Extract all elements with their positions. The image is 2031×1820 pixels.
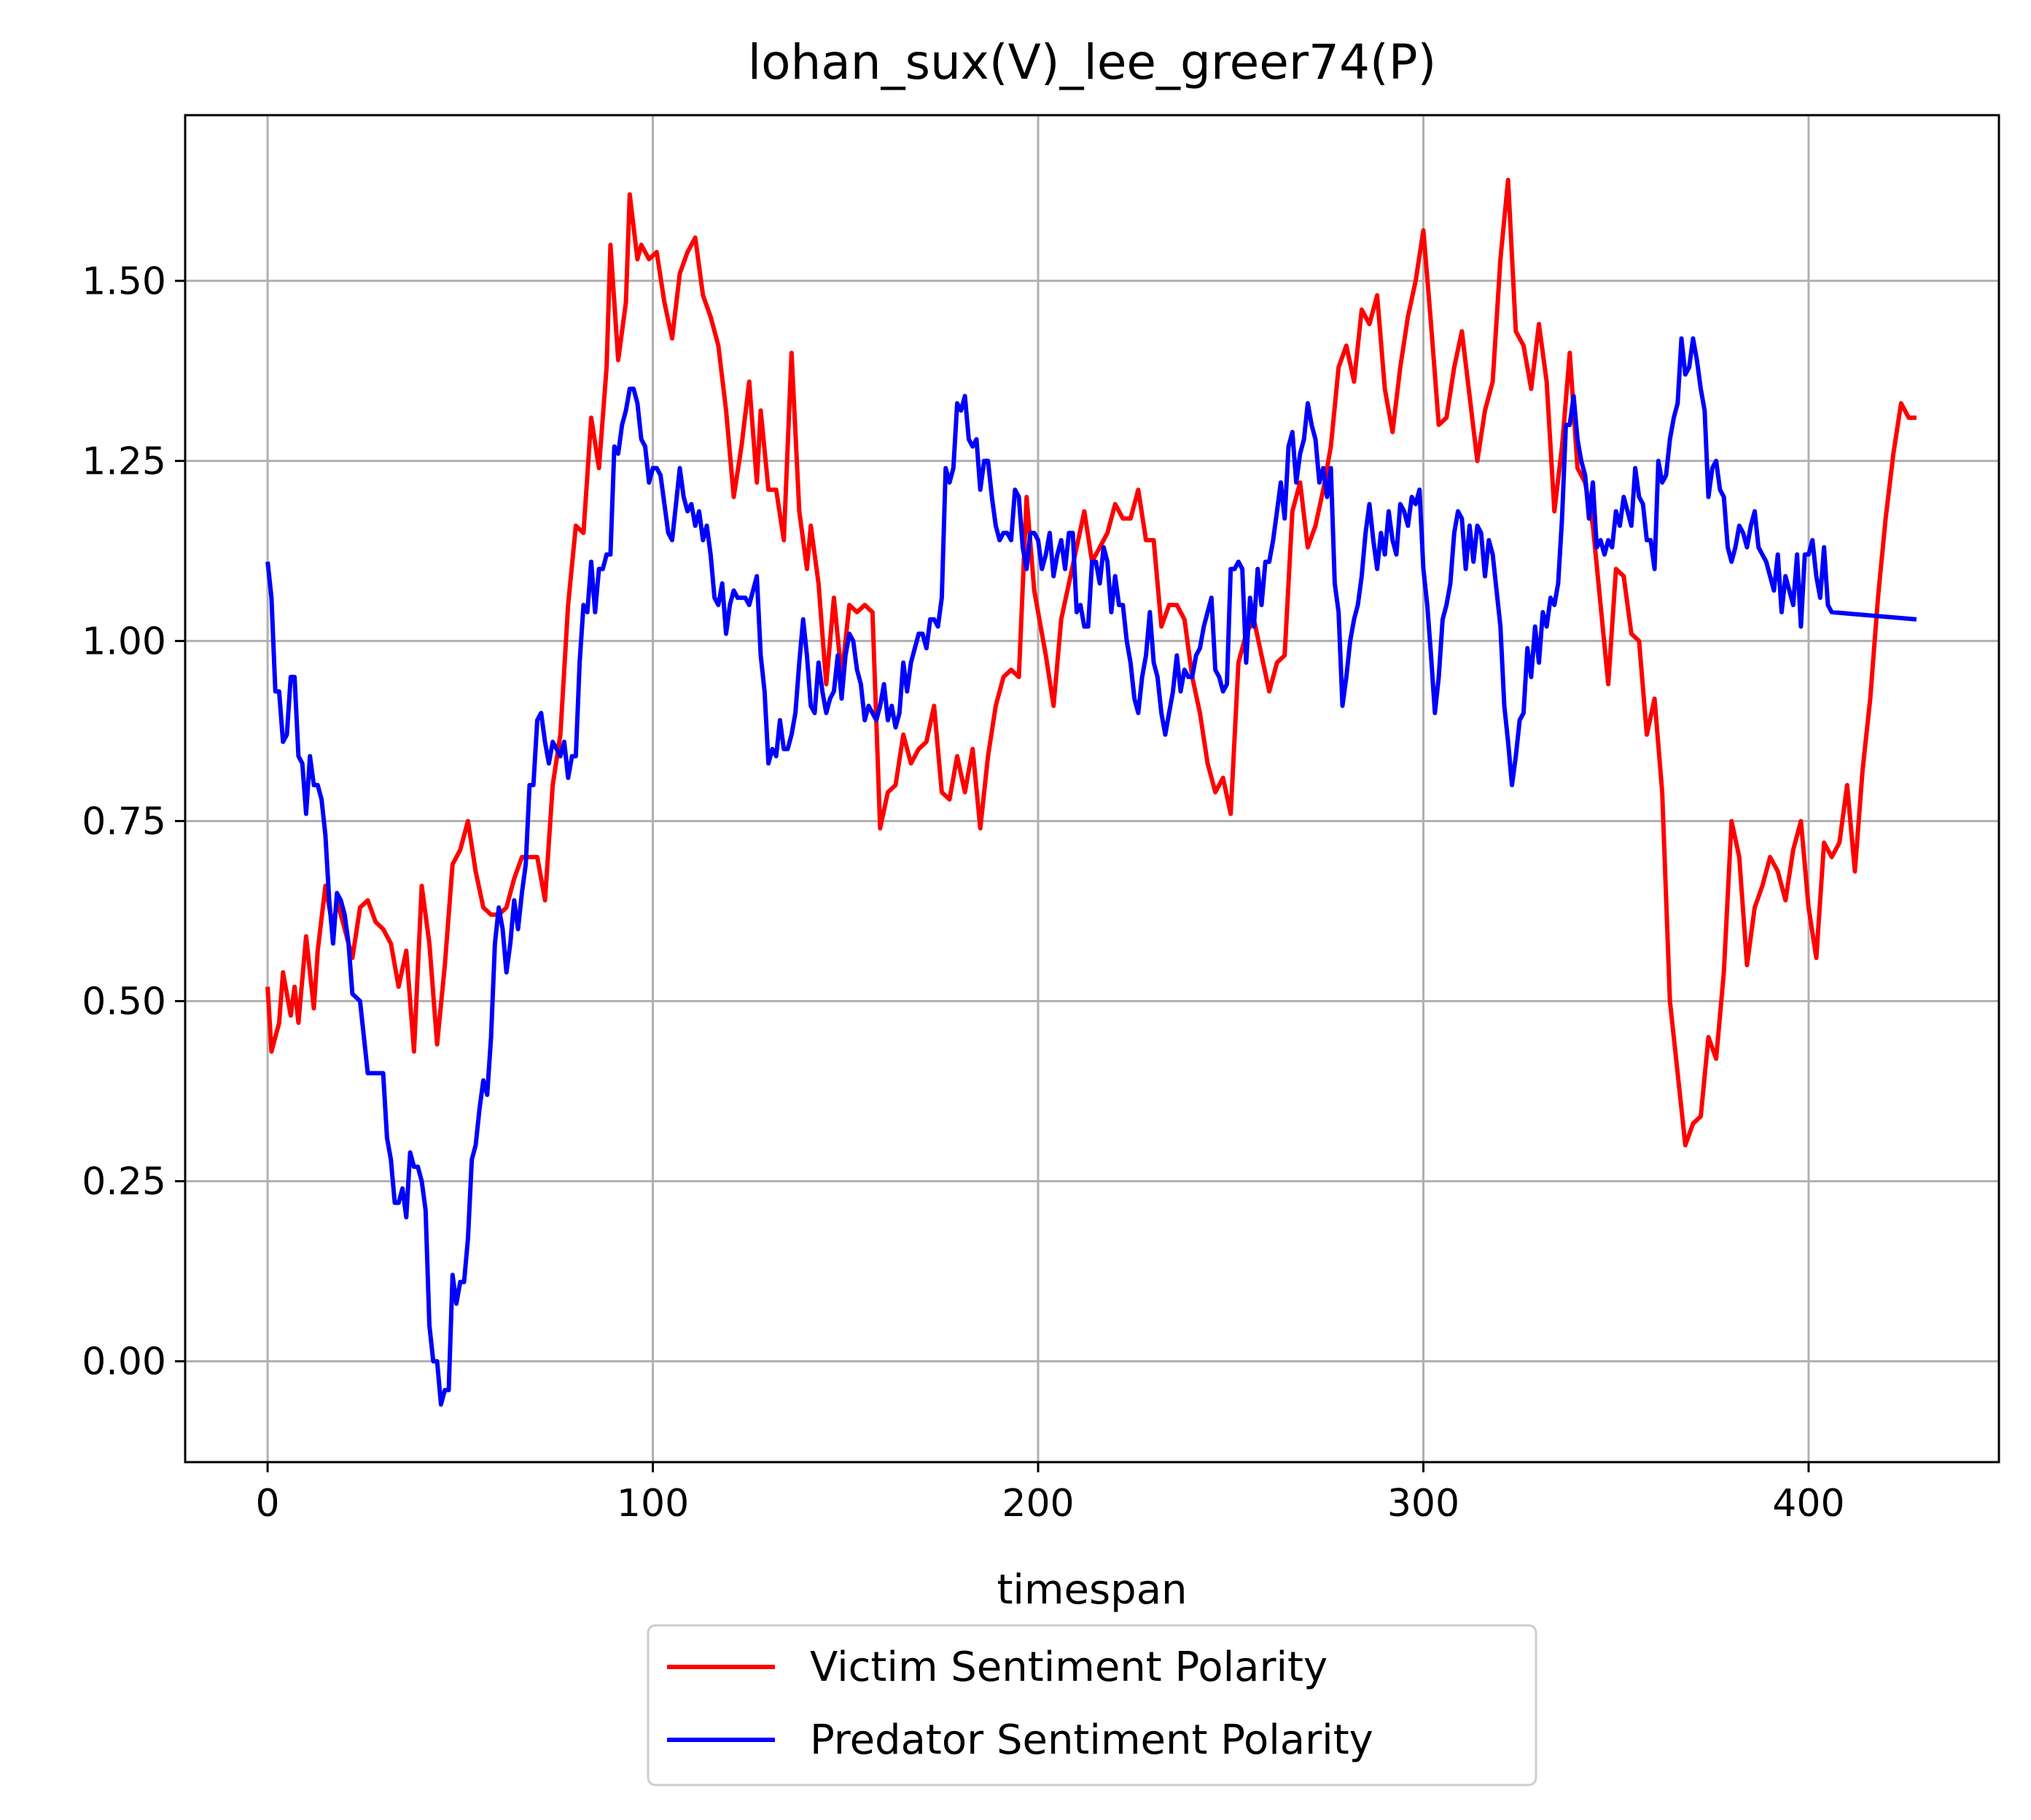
legend-label-victim: Victim Sentiment Polarity — [810, 1644, 1328, 1691]
legend-label-predator: Predator Sentiment Polarity — [810, 1716, 1373, 1764]
y-tick-label: 1.50 — [82, 259, 166, 303]
y-tick-label: 0.50 — [82, 980, 166, 1024]
y-tick-label: 0.25 — [82, 1160, 166, 1204]
plot-frame — [184, 114, 2000, 1464]
x-axis-label: timespan — [997, 1566, 1187, 1614]
x-tick-label: 0 — [256, 1482, 280, 1526]
legend-box — [647, 1624, 1537, 1786]
series-line-predator — [265, 336, 1917, 1407]
y-tick-label: 1.25 — [82, 440, 166, 483]
x-tick-label: 200 — [1002, 1482, 1074, 1526]
chart-title: lohan_sux(V)_lee_greer74(P) — [748, 34, 1437, 90]
x-tick-label: 100 — [617, 1482, 689, 1526]
x-tick-label: 300 — [1387, 1482, 1459, 1526]
y-tick-label: 0.75 — [82, 800, 166, 843]
legend: Victim Sentiment Polarity Predator Senti… — [647, 1624, 1537, 1786]
y-tick-label: 0.00 — [82, 1340, 166, 1384]
x-tick-label: 400 — [1772, 1482, 1844, 1526]
grid-lines — [185, 115, 1999, 1462]
series-layer — [265, 177, 1917, 1407]
axis-ticks: 0 100 200 300 400 0.00 0.25 0.50 0.75 1.00 1.25 1.5… — [82, 259, 1844, 1526]
y-tick-label: 1.00 — [82, 620, 166, 663]
